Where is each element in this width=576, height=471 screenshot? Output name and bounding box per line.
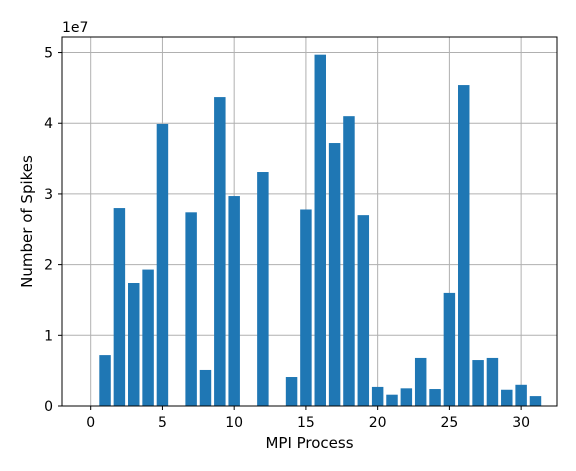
- x-axis-ticks: 0 5 10 15 20 25 30: [86, 406, 530, 431]
- bar-process-9: [214, 97, 226, 406]
- bar-process-17: [328, 143, 341, 406]
- bar-process-30: [515, 384, 527, 406]
- y-offset-label: 1e7: [62, 20, 88, 36]
- x-tick-label: 15: [297, 415, 315, 431]
- grid-lines: [62, 37, 557, 407]
- bar-process-26: [458, 85, 470, 406]
- y-tick-label: 3: [44, 187, 53, 203]
- x-tick-label: 20: [369, 415, 387, 431]
- bar-process-2: [113, 208, 126, 406]
- y-axis-label: Number of Spikes: [18, 155, 36, 288]
- bar-process-12: [257, 172, 269, 406]
- x-tick-label: 0: [86, 415, 95, 431]
- bar-process-18: [343, 116, 355, 406]
- y-tick-label: 0: [44, 399, 53, 415]
- bar-process-23: [414, 357, 427, 406]
- bar-process-8: [199, 369, 212, 406]
- bar-process-25: [443, 292, 456, 406]
- bar-process-27: [472, 360, 484, 406]
- bar-process-20: [371, 386, 384, 406]
- y-tick-label: 2: [44, 258, 53, 274]
- bar-process-19: [357, 215, 370, 406]
- bar-process-14: [285, 377, 298, 406]
- bar-process-5: [156, 123, 169, 406]
- y-tick-label: 4: [44, 116, 53, 132]
- bar-process-10: [228, 196, 240, 406]
- bar-process-21: [386, 394, 398, 406]
- x-tick-label: 5: [158, 415, 167, 431]
- bar-process-24: [429, 389, 441, 406]
- y-tick-label: 5: [44, 46, 53, 62]
- bar-process-15: [300, 209, 312, 406]
- y-axis-ticks: 0 1 2 3 4 5: [44, 46, 62, 415]
- bar-process-22: [400, 388, 413, 406]
- x-tick-label: 10: [225, 415, 243, 431]
- bar-process-29: [501, 389, 513, 406]
- bar-process-1: [99, 355, 111, 406]
- x-tick-label: 30: [512, 415, 530, 431]
- x-axis-label: MPI Process: [265, 434, 353, 452]
- bar-process-28: [486, 357, 499, 406]
- x-tick-label: 25: [440, 415, 458, 431]
- bar-process-3: [128, 283, 140, 406]
- bar-process-31: [529, 396, 542, 406]
- bar-process-7: [185, 212, 197, 406]
- bars: [99, 54, 542, 406]
- y-tick-label: 1: [44, 328, 53, 344]
- plot-frame: [61, 36, 558, 407]
- bar-process-4: [142, 269, 154, 406]
- bar-process-16: [314, 54, 326, 406]
